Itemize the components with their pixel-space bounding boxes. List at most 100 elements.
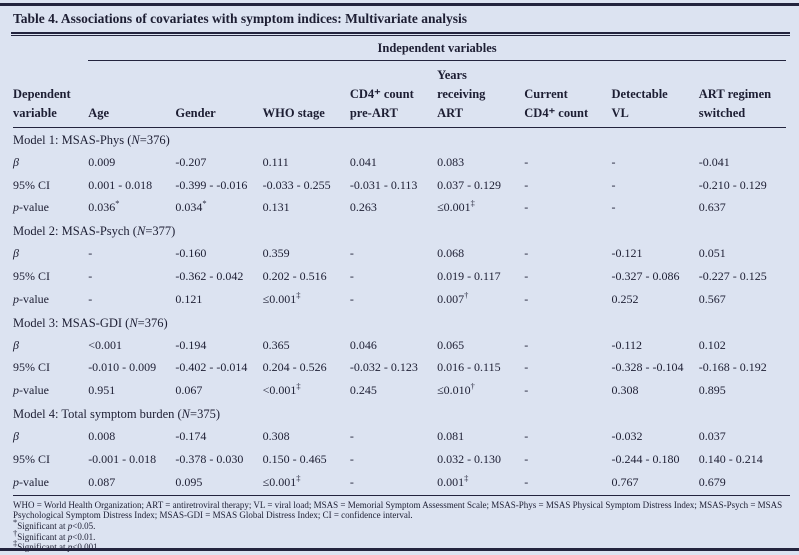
table-cell: 0.068	[437, 246, 465, 261]
table-cell: -0.244 - 0.180	[611, 451, 680, 466]
table-cell: ≤0.010†	[437, 381, 475, 398]
table-cell: -0.402 - -0.014	[175, 360, 248, 375]
table-cell: -	[524, 337, 529, 352]
table-cell: -	[524, 451, 529, 466]
table-cell: 0.083	[437, 154, 465, 169]
table-cell: 0.034*	[175, 198, 207, 215]
spanner-label: Independent variables	[88, 36, 786, 62]
table-cell: 0.767	[611, 474, 639, 489]
table-cell: -0.207	[175, 154, 207, 169]
table-cell: 0.202 - 0.516	[262, 268, 327, 283]
footnote-significance-2: †Significant at p<0.01.	[13, 527, 96, 542]
table-row: p-value 0.036* 0.034* 0.131 0.263 ≤0.001‡ - - 0.…	[13, 197, 786, 220]
table-cell: 0.263	[349, 200, 377, 215]
column-header: Gender	[175, 60, 263, 129]
row-label: p-value	[13, 383, 49, 398]
table-cell: 0.308	[611, 383, 639, 398]
table-cell: -0.033 - 0.255	[262, 177, 331, 192]
table-cell: -	[611, 177, 616, 192]
table-cell: 0.081	[437, 428, 465, 443]
table-cell: -0.121	[611, 246, 643, 261]
table-row: 95% CI - -0.362 - 0.042 0.202 - 0.516 - 0.019…	[13, 265, 786, 288]
row-label: p-value	[13, 474, 49, 489]
table-cell: 0.359	[262, 246, 290, 261]
table-cell: 0.131	[262, 200, 290, 215]
table-cell: -0.168 - 0.192	[698, 360, 767, 375]
table-cell: 0.140 - 0.214	[698, 451, 763, 466]
row-label: p-value	[13, 291, 49, 306]
table-cell: <0.001	[88, 337, 122, 352]
table-cell: 0.001‡	[437, 472, 469, 489]
table-cell: -0.194	[175, 337, 207, 352]
table-cell: -0.399 - -0.016	[175, 177, 248, 192]
table-cell: 0.007†	[437, 289, 469, 306]
table-row: β - -0.160 0.359 - 0.068 - -0.121 0.051	[13, 243, 786, 266]
table-cell: 0.252	[611, 291, 639, 306]
table-cell: 0.032 - 0.130	[437, 451, 502, 466]
table-cell: -	[349, 451, 354, 466]
row-label: 95% CI	[13, 451, 50, 466]
table-cell: -	[349, 474, 354, 489]
spanner-spacer	[13, 36, 88, 61]
column-header: Detectable VL	[611, 60, 699, 129]
table-cell: -	[524, 360, 529, 375]
table-cell: ≤0.001‡	[262, 472, 301, 489]
footnote-abbreviations: WHO = World Health Organization; ART = a…	[13, 499, 783, 521]
table-cell: 0.150 - 0.465	[262, 451, 327, 466]
table-cell: 0.065	[437, 337, 465, 352]
table-cell: -0.031 - 0.113	[349, 177, 418, 192]
table-cell: -	[88, 268, 93, 283]
model-header-row: Model 1: MSAS-Phys (N=376)	[13, 128, 786, 152]
column-header: Age	[88, 60, 176, 129]
footnote-significance-3: ‡Significant at p<0.001.	[13, 538, 100, 552]
table-row: β 0.008 -0.174 0.308 - 0.081 - -0.032 0.037	[13, 425, 786, 448]
table-cell: -	[524, 428, 529, 443]
table-cell: -	[349, 268, 354, 283]
table-row: 95% CI -0.001 - 0.018 -0.378 - 0.030 0.150 …	[13, 448, 786, 471]
table-cell: 0.019 - 0.117	[437, 268, 501, 283]
footnote-significance-1: *Significant at p<0.05.	[13, 517, 96, 532]
table-row: 95% CI 0.001 - 0.018 -0.399 - -0.016 -0.033…	[13, 174, 786, 197]
table-cell: -0.041	[698, 154, 730, 169]
spanner-row: Independent variables	[13, 36, 786, 62]
table-cell: 0.095	[175, 474, 203, 489]
model-label: Model 1: MSAS-Phys (N=376)	[13, 132, 170, 147]
table-cell: 0.067	[175, 383, 203, 398]
table-cell: -0.328 - -0.104	[611, 360, 684, 375]
table-cell: -	[349, 246, 354, 261]
table-cell: -0.032 - 0.123	[349, 360, 418, 375]
table-cell: 0.637	[698, 200, 726, 215]
table-cell: 0.121	[175, 291, 203, 306]
table-cell: -	[524, 177, 529, 192]
table-cell: -0.032	[611, 428, 643, 443]
table-cell: -0.010 - 0.009	[88, 360, 157, 375]
table-cell: -0.001 - 0.018	[88, 451, 157, 466]
table-row: β 0.009 -0.207 0.111 0.041 0.083 - - -0.041	[13, 151, 786, 174]
table-cell: 0.895	[698, 383, 726, 398]
table-cell: 0.204 - 0.526	[262, 360, 327, 375]
table-cell: -0.112	[611, 337, 643, 352]
table-cell: 0.365	[262, 337, 290, 352]
column-header: Years receiving ART	[437, 60, 525, 129]
table-cell: -	[524, 474, 529, 489]
table-cell: 0.046	[349, 337, 377, 352]
table-cell: 0.008	[88, 428, 116, 443]
table-cell: 0.951	[88, 383, 116, 398]
table-cell: -0.210 - 0.129	[698, 177, 767, 192]
column-header-row: Dependent variable Age Gender WHO stage …	[13, 60, 786, 129]
table-cell: 0.308	[262, 428, 290, 443]
table-cell: -0.378 - 0.030	[175, 451, 244, 466]
table-cell: 0.102	[698, 337, 726, 352]
table-row: 95% CI -0.010 - 0.009 -0.402 - -0.014 0.204…	[13, 357, 786, 380]
table-row: p-value 0.951 0.067 <0.001‡ 0.245 ≤0.010† - 0.3…	[13, 380, 786, 403]
column-header: CD4⁺ count pre-ART	[349, 60, 438, 129]
table-cell: 0.041	[349, 154, 377, 169]
table-cell: -0.227 - 0.125	[698, 268, 767, 283]
table-cell: 0.001 - 0.018	[88, 177, 153, 192]
table-cell: -0.362 - 0.042	[175, 268, 244, 283]
table-cell: 0.009	[88, 154, 116, 169]
table-row: p-value - 0.121 ≤0.001‡ - 0.007† - 0.252 0.567	[13, 288, 786, 311]
model-label: Model 2: MSAS-Psych (N=377)	[13, 224, 176, 239]
model-label: Model 4: Total symptom burden (N=375)	[13, 406, 220, 421]
table-cell: -	[611, 154, 616, 169]
